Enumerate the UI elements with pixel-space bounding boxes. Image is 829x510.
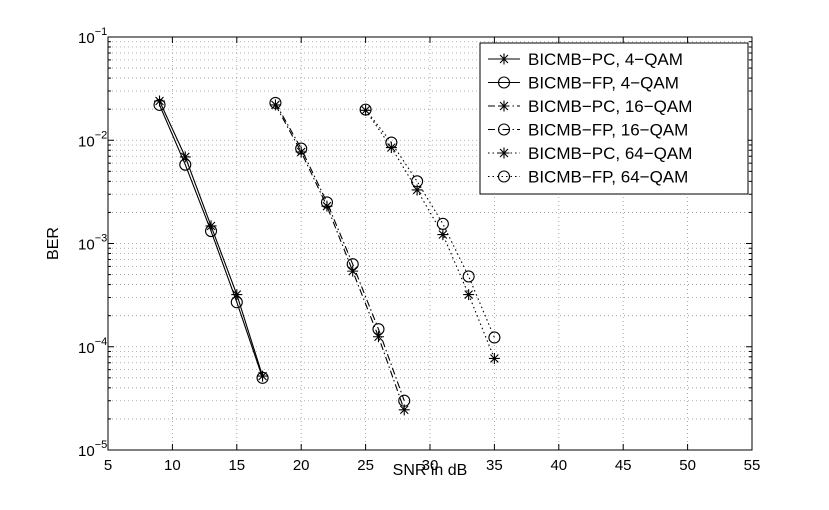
y-tick-base: 10 bbox=[78, 30, 95, 47]
x-tick-label: 30 bbox=[422, 457, 439, 474]
legend-label-3: BICMB−PC, 16−QAM bbox=[528, 97, 692, 116]
y-tick-labels: 10−510−410−310−210−1 bbox=[78, 26, 107, 460]
legend-label-2: BICMB−FP, 4−QAM bbox=[528, 74, 679, 93]
data-point-series-3 bbox=[347, 265, 359, 277]
series-line-3 bbox=[274, 104, 405, 411]
x-tick-label: 50 bbox=[679, 457, 696, 474]
y-tick-label: 10−5 bbox=[78, 439, 107, 460]
data-point-series-3 bbox=[372, 331, 384, 343]
y-axis-title: BER bbox=[45, 227, 62, 260]
x-tick-label: 15 bbox=[228, 457, 245, 474]
data-point-series-5 bbox=[463, 289, 475, 301]
y-tick-base: 10 bbox=[78, 237, 95, 254]
legend-label-5: BICMB−PC, 64−QAM bbox=[528, 144, 692, 163]
legend-label-4: BICMB−FP, 16−QAM bbox=[528, 121, 688, 140]
legend-label-6: BICMB−FP, 64−QAM bbox=[528, 168, 688, 187]
data-point-series-5 bbox=[488, 352, 500, 364]
series-line-6 bbox=[365, 109, 495, 338]
y-tick-label: 10−2 bbox=[78, 129, 107, 150]
data-point-series-3 bbox=[295, 146, 307, 158]
data-point-series-2 bbox=[153, 98, 166, 111]
series-line-4 bbox=[274, 102, 405, 401]
data-point-series-5 bbox=[437, 229, 449, 241]
data-point-series-2 bbox=[256, 371, 269, 384]
data-point-series-6 bbox=[359, 103, 372, 116]
y-tick-exponent: −4 bbox=[95, 336, 108, 348]
legend-marker-4 bbox=[497, 123, 511, 136]
x-tick-label: 40 bbox=[550, 457, 567, 474]
data-point-series-2 bbox=[230, 296, 243, 309]
y-tick-base: 10 bbox=[78, 340, 95, 357]
data-point-series-6 bbox=[436, 217, 449, 230]
data-point-series-5 bbox=[360, 104, 372, 116]
data-point-series-2 bbox=[179, 158, 192, 171]
legend-marker-3 bbox=[498, 100, 510, 112]
y-tick-exponent: −3 bbox=[95, 233, 108, 245]
legend-marker-5 bbox=[498, 147, 510, 159]
data-point-series-4 bbox=[320, 196, 334, 209]
data-point-series-1 bbox=[154, 95, 166, 107]
x-tick-label: 25 bbox=[357, 457, 374, 474]
legend-box bbox=[479, 42, 749, 195]
series-markers bbox=[153, 95, 501, 416]
x-tick-label: 5 bbox=[104, 457, 112, 474]
data-point-series-1 bbox=[257, 370, 269, 382]
data-point-series-6 bbox=[488, 331, 501, 344]
legend-label-1: BICMB−PC, 4−QAM bbox=[528, 50, 683, 69]
data-point-series-4 bbox=[372, 323, 385, 336]
x-tick-label: 10 bbox=[164, 457, 181, 474]
y-tick-exponent: −1 bbox=[95, 26, 108, 38]
data-point-series-5 bbox=[411, 184, 423, 196]
series-lines bbox=[159, 100, 495, 411]
series-line-2 bbox=[159, 104, 264, 379]
legend-marker-6 bbox=[497, 170, 511, 183]
y-tick-label: 10−3 bbox=[78, 233, 107, 254]
data-point-series-4 bbox=[295, 142, 308, 155]
axis-ticks bbox=[107, 36, 753, 451]
y-tick-base: 10 bbox=[78, 133, 95, 150]
data-point-series-4 bbox=[398, 394, 411, 407]
x-tick-labels: 5 10 15 20 25 30 35 40 45 50 55 bbox=[104, 457, 761, 474]
legend-marker-1 bbox=[498, 53, 510, 65]
y-tick-label: 10−4 bbox=[78, 336, 107, 357]
y-tick-exponent: −2 bbox=[95, 129, 108, 141]
x-tick-label: 20 bbox=[293, 457, 310, 474]
data-point-series-4 bbox=[346, 258, 359, 271]
legend-marker-2 bbox=[497, 76, 511, 89]
data-point-series-4 bbox=[269, 96, 282, 109]
data-point-series-3 bbox=[321, 200, 333, 212]
data-point-series-2 bbox=[204, 225, 218, 238]
data-point-series-1 bbox=[179, 151, 191, 163]
y-tick-exponent: −5 bbox=[95, 439, 108, 451]
x-axis-title: SNR in dB bbox=[393, 462, 468, 479]
data-point-series-6 bbox=[411, 175, 424, 188]
data-point-series-1 bbox=[231, 289, 243, 301]
legend: BICMB−PC, 4−QAM BICMB−FP, 4−QAM BICMB−PC, … bbox=[479, 42, 749, 195]
data-point-series-3 bbox=[398, 404, 410, 416]
y-tick-label: 10−1 bbox=[78, 26, 107, 47]
data-point-series-6 bbox=[462, 270, 475, 283]
y-tick-base: 10 bbox=[78, 443, 95, 460]
x-tick-label: 55 bbox=[744, 457, 761, 474]
data-point-series-3 bbox=[269, 99, 281, 111]
data-point-series-6 bbox=[385, 136, 398, 149]
x-tick-label: 45 bbox=[615, 457, 632, 474]
series-line-1 bbox=[159, 100, 264, 377]
x-tick-label: 35 bbox=[486, 457, 503, 474]
